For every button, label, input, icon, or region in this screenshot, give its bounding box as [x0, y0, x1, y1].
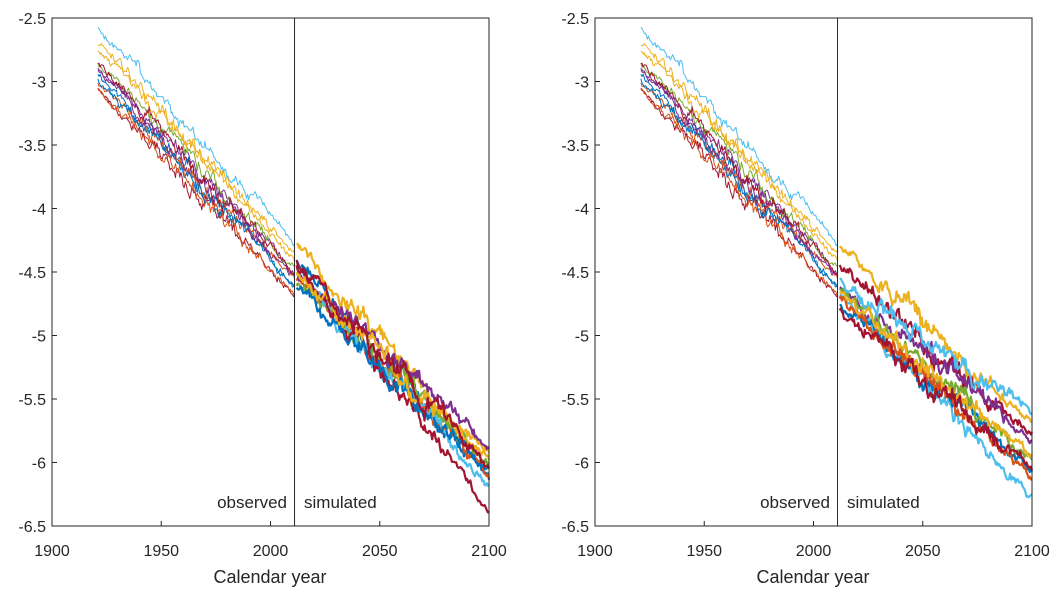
- observed-series-line: [640, 26, 838, 247]
- y-tick-label: -5.5: [561, 392, 589, 409]
- y-tick-label: -3: [32, 75, 46, 92]
- simulated-label: simulated: [304, 493, 377, 512]
- observed-series-line: [640, 88, 838, 298]
- x-tick-label: 1950: [143, 543, 179, 560]
- observed-series-line: [97, 78, 295, 286]
- observed-series-line: [97, 62, 295, 267]
- y-tick-label: -4.5: [18, 265, 46, 282]
- y-tick-label: -3: [575, 75, 589, 92]
- observed-series-line: [640, 78, 838, 286]
- observed-series-line: [97, 26, 295, 247]
- simulated-series-line: [839, 277, 1033, 416]
- x-axis-ticks: 1900 1950 2000 2050 2100: [34, 521, 507, 560]
- simulated-series-line: [295, 265, 491, 469]
- x-tick-label: 2000: [796, 543, 832, 560]
- y-tick-label: -2.5: [561, 11, 589, 28]
- y-tick-label: -3.5: [18, 138, 46, 155]
- y-tick-label: -3.5: [561, 138, 589, 155]
- x-tick-label: 2000: [253, 543, 289, 560]
- y-tick-label: -4: [575, 202, 589, 219]
- x-tick-label: 1950: [686, 543, 722, 560]
- simulated-label: simulated: [847, 493, 920, 512]
- chart-panel-right: -2.5 -3 -3.5 -4 -4.5 -5 -5.5 -6 -6.5 1900 1950 200…: [561, 11, 1049, 587]
- x-axis-ticks: 1900 1950 2000 2050 2100: [577, 521, 1050, 560]
- y-tick-label: -4.5: [561, 265, 589, 282]
- observed-series-line: [640, 62, 838, 267]
- y-tick-label: -6: [575, 456, 589, 473]
- simulated-series-line: [838, 290, 1033, 458]
- simulated-series-line: [295, 285, 490, 471]
- observed-series-line: [97, 88, 295, 298]
- x-tick-label: 2050: [905, 543, 941, 560]
- y-tick-label: -2.5: [18, 11, 46, 28]
- x-axis-title: Calendar year: [756, 567, 869, 587]
- y-axis-ticks: -2.5 -3 -3.5 -4 -4.5 -5 -5.5 -6 -6.5: [561, 11, 600, 536]
- y-tick-label: -4: [32, 202, 46, 219]
- simulated-series-line: [838, 307, 1034, 471]
- observed-series-line: [640, 43, 838, 262]
- y-tick-label: -5.5: [18, 392, 46, 409]
- observed-series-line: [640, 62, 838, 276]
- chart-panel-left: -2.5 -3 -3.5 -4 -4.5 -5 -5.5 -6 -6.5 1900 1950 200…: [18, 11, 506, 587]
- observed-label: observed: [217, 493, 287, 512]
- y-tick-label: -5: [32, 329, 46, 346]
- observed-series-line: [97, 43, 295, 262]
- x-tick-label: 2050: [362, 543, 398, 560]
- x-tick-label: 1900: [34, 543, 70, 560]
- plot-lines: [97, 26, 491, 514]
- observed-label: observed: [760, 493, 830, 512]
- plot-lines: [640, 26, 1034, 499]
- y-tick-label: -5: [575, 329, 589, 346]
- x-axis-title: Calendar year: [213, 567, 326, 587]
- y-tick-label: -6: [32, 456, 46, 473]
- x-tick-label: 2100: [1014, 543, 1050, 560]
- simulated-series-line: [838, 264, 1033, 436]
- simulated-series-line: [838, 245, 1033, 423]
- observed-series-line: [97, 50, 295, 254]
- observed-series-line: [640, 69, 838, 277]
- x-tick-label: 2100: [471, 543, 507, 560]
- x-tick-label: 1900: [577, 543, 613, 560]
- y-tick-label: -6.5: [561, 519, 589, 536]
- observed-series-line: [97, 69, 295, 277]
- y-axis-ticks: -2.5 -3 -3.5 -4 -4.5 -5 -5.5 -6 -6.5: [18, 11, 57, 536]
- y-tick-label: -6.5: [18, 519, 46, 536]
- observed-series-line: [640, 50, 838, 254]
- observed-series-line: [97, 62, 295, 276]
